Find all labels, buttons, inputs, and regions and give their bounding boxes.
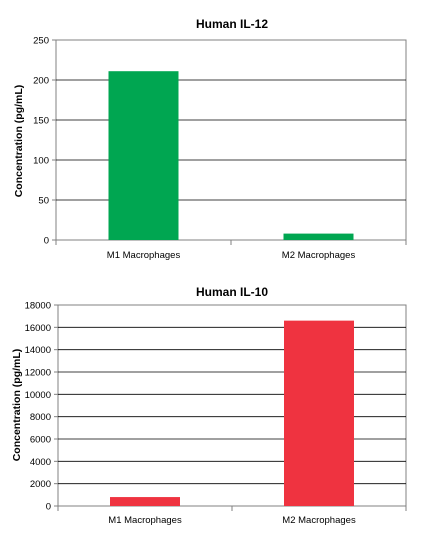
x-category-label: M2 Macrophages: [282, 250, 356, 261]
plot-area: 0 2000 4000 6000 8000 10000 12000 14000 16000 180…: [25, 301, 407, 526]
y-tick-label: 8000: [30, 412, 51, 423]
bar-m2-macrophages: [284, 320, 354, 506]
y-tick-label: 0: [46, 502, 51, 513]
y-tick-label: 150: [33, 116, 49, 127]
chart-il12: Human IL-12 Concentration (pg/mL) 0 50 100…: [13, 17, 407, 261]
chart-title: Human IL-10: [196, 285, 268, 299]
plot-area: 0 50 100 150 200 250 M1 Macrophages M2 Macropha…: [33, 36, 407, 261]
bar-m1-macrophages: [110, 497, 180, 506]
y-tick-label: 14000: [25, 345, 51, 356]
y-axis-label: Concentration (pg/mL): [13, 85, 25, 198]
x-category-label: M2 Macrophages: [282, 515, 356, 526]
y-tick-label: 16000: [25, 323, 51, 334]
y-tick-label: 6000: [30, 435, 51, 446]
x-category-label: M1 Macrophages: [108, 515, 182, 526]
bar-m2-macrophages: [283, 233, 354, 240]
y-tick-label: 200: [33, 76, 49, 87]
y-tick-label: 4000: [30, 457, 51, 468]
x-category-label: M1 Macrophages: [107, 250, 181, 261]
y-tick-label: 2000: [30, 479, 51, 490]
y-tick-label: 50: [38, 196, 49, 207]
chart-title: Human IL-12: [196, 17, 268, 31]
y-tick-label: 250: [33, 36, 49, 47]
chart-il10: Human IL-10 Concentration (pg/mL) 0 2000 4…: [11, 285, 407, 526]
bar-m1-macrophages: [108, 71, 179, 240]
y-axis-label: Concentration (pg/mL): [11, 349, 23, 462]
y-tick-label: 10000: [25, 390, 51, 401]
y-tick-label: 0: [44, 236, 49, 247]
y-tick-label: 100: [33, 156, 49, 167]
y-tick-label: 12000: [25, 368, 51, 379]
y-tick-label: 18000: [25, 301, 51, 312]
